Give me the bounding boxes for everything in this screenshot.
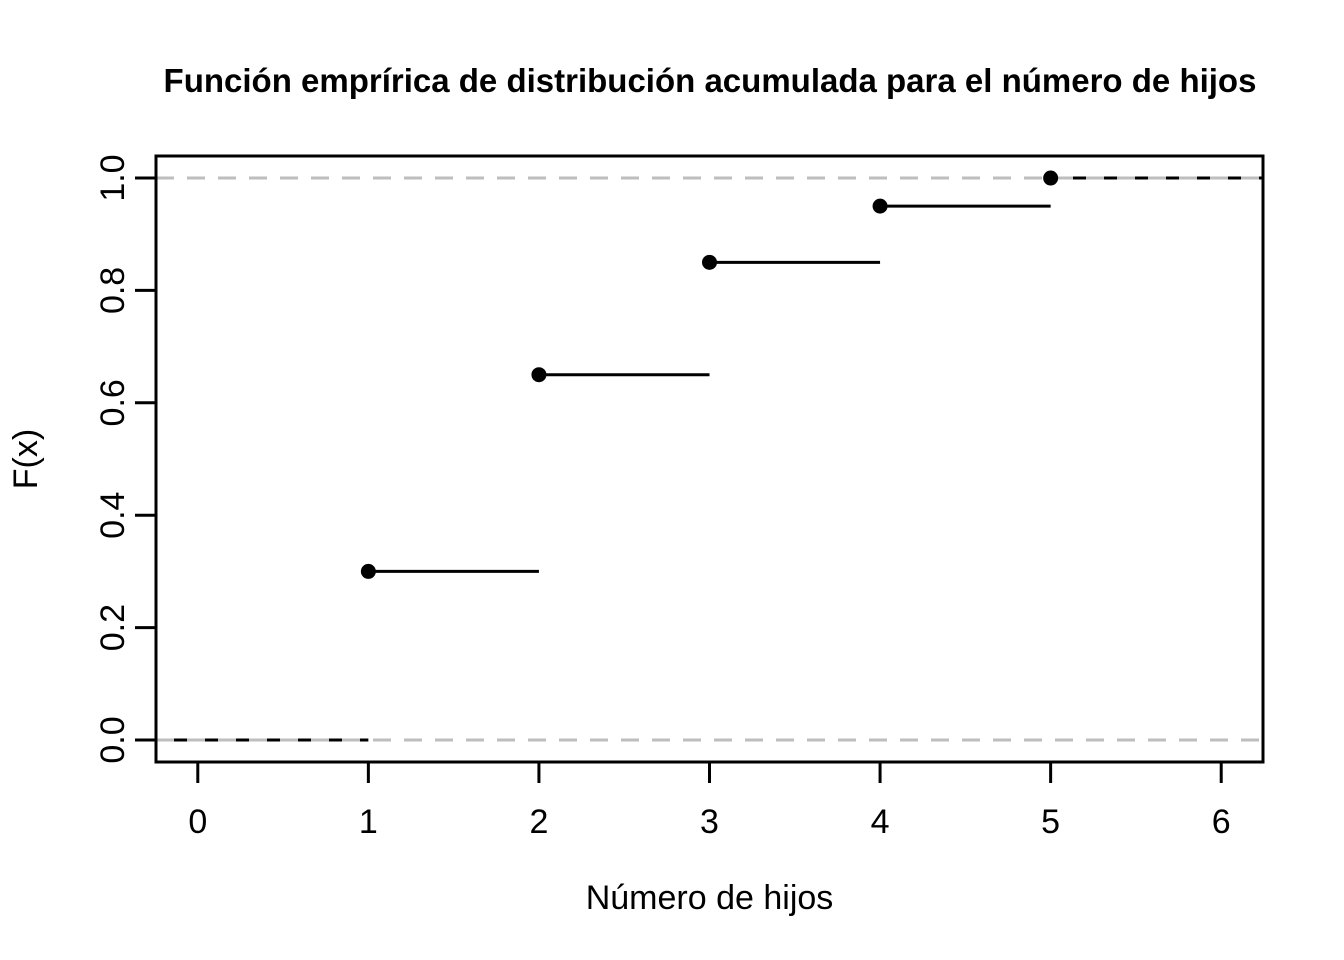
x-axis-label: Número de hijos [585,879,834,917]
y-tick-label: 0.8 [94,267,132,314]
data-point [1043,170,1059,186]
y-tick-label: 0.4 [94,492,132,539]
x-tick-label: 2 [529,803,548,841]
data-point [360,563,376,579]
y-tick-label: 1.0 [94,154,132,201]
plot-box [154,154,1265,764]
data-point [702,254,717,270]
y-tick-label: 0.6 [94,379,132,426]
chart-title: Función emprírica de distribución acumul… [163,62,1257,99]
y-tick-label: 0.0 [94,716,132,763]
x-tick-label: 6 [1212,803,1231,841]
data-point [531,367,547,383]
x-tick-label: 5 [1041,803,1060,841]
data-point [872,198,888,214]
x-tick-label: 3 [700,803,719,841]
x-tick-label: 0 [188,803,207,841]
x-tick-label: 1 [359,803,378,841]
x-tick-label: 4 [871,803,890,841]
y-tick-label: 0.2 [94,604,132,651]
